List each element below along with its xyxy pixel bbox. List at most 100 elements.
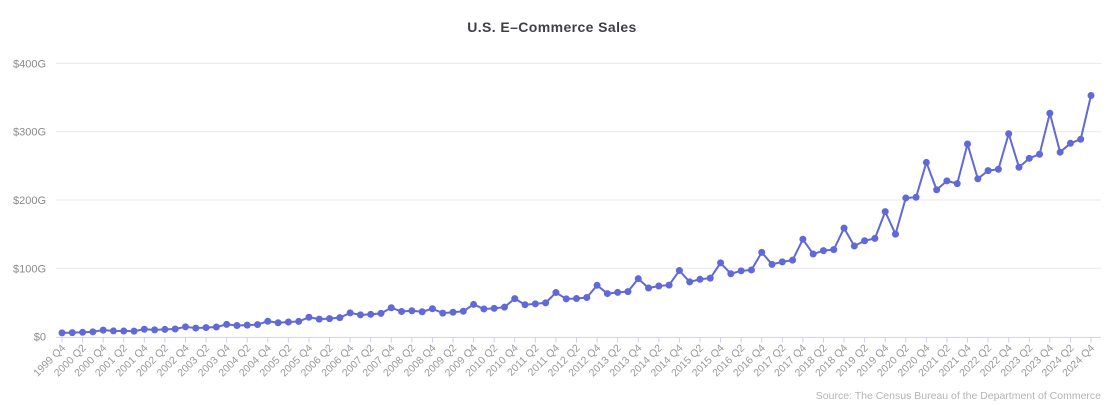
data-point	[675, 267, 683, 275]
data-point	[902, 194, 910, 202]
data-point	[408, 307, 416, 315]
data-point	[398, 307, 406, 315]
data-point	[696, 275, 704, 283]
data-point	[326, 315, 334, 323]
data-point	[284, 318, 292, 326]
data-point	[819, 247, 827, 255]
data-point	[1025, 154, 1033, 162]
data-point	[881, 208, 889, 216]
data-point	[212, 323, 220, 331]
data-point	[418, 308, 426, 316]
y-axis-tick-label: $0	[34, 332, 46, 344]
data-point	[346, 309, 354, 317]
data-point	[634, 275, 642, 283]
data-point	[943, 177, 951, 185]
data-point	[109, 327, 117, 335]
data-point	[305, 313, 313, 321]
data-point	[1005, 130, 1013, 138]
data-point	[99, 326, 107, 334]
data-point	[500, 303, 508, 311]
data-point	[490, 304, 498, 312]
data-point	[531, 300, 539, 308]
data-point	[480, 305, 488, 313]
data-point	[264, 317, 272, 325]
data-point	[356, 311, 364, 319]
data-point	[367, 310, 375, 318]
data-point	[933, 186, 941, 194]
data-point	[552, 289, 560, 297]
data-point	[758, 248, 766, 256]
data-point	[521, 301, 529, 309]
data-point	[511, 295, 519, 303]
y-axis-tick-label: $100G	[13, 263, 46, 275]
data-point	[181, 323, 189, 331]
data-point	[171, 325, 179, 333]
data-point	[737, 267, 745, 275]
data-point	[778, 258, 786, 266]
data-point	[830, 246, 838, 254]
data-point	[655, 282, 663, 290]
chart-title: U.S. E–Commerce Sales	[467, 19, 637, 35]
data-point	[140, 325, 148, 333]
y-axis-tick-label: $200G	[13, 195, 46, 207]
data-point	[459, 307, 467, 315]
data-point	[922, 158, 930, 166]
data-point	[274, 319, 282, 327]
data-point	[89, 328, 97, 336]
data-point	[861, 237, 869, 245]
data-point	[964, 140, 972, 148]
data-point	[1015, 163, 1023, 171]
data-point	[151, 326, 159, 334]
data-point	[562, 295, 570, 303]
data-point	[850, 242, 858, 250]
data-point	[747, 266, 755, 274]
data-point	[645, 284, 653, 292]
data-point	[120, 327, 128, 335]
data-point	[614, 288, 622, 296]
data-point	[68, 329, 76, 337]
y-axis-tick-label: $400G	[13, 58, 46, 70]
data-point	[1056, 148, 1064, 156]
data-point	[809, 250, 817, 258]
data-point	[387, 304, 395, 312]
data-point	[377, 309, 385, 317]
data-point	[974, 175, 982, 183]
data-point	[223, 320, 231, 328]
data-point	[871, 234, 879, 242]
data-point	[439, 309, 447, 317]
data-point	[243, 321, 251, 329]
data-point	[603, 290, 611, 298]
data-point	[449, 308, 457, 316]
data-point	[295, 317, 303, 325]
data-point	[542, 299, 550, 307]
data-point	[192, 324, 200, 332]
data-point	[233, 321, 241, 329]
data-point	[789, 256, 797, 264]
data-point	[912, 193, 920, 201]
data-point	[727, 270, 735, 278]
data-point	[1036, 150, 1044, 158]
data-point	[665, 281, 673, 289]
data-point	[470, 300, 478, 308]
data-point	[573, 294, 580, 302]
data-point	[1046, 109, 1054, 117]
data-point	[624, 288, 632, 296]
data-point	[315, 315, 323, 323]
data-point	[686, 278, 694, 286]
data-point	[79, 328, 87, 336]
data-point	[840, 224, 848, 232]
data-point	[254, 321, 262, 329]
data-point	[58, 329, 66, 337]
data-point	[799, 235, 807, 243]
data-point	[953, 180, 961, 188]
data-point	[583, 294, 591, 302]
data-point	[984, 167, 992, 175]
source-note: Source: The Census Bureau of the Departm…	[815, 390, 1101, 402]
data-point	[428, 305, 436, 313]
data-point	[1077, 135, 1085, 143]
data-point	[768, 260, 776, 268]
data-point	[706, 274, 714, 282]
data-point	[202, 324, 210, 332]
